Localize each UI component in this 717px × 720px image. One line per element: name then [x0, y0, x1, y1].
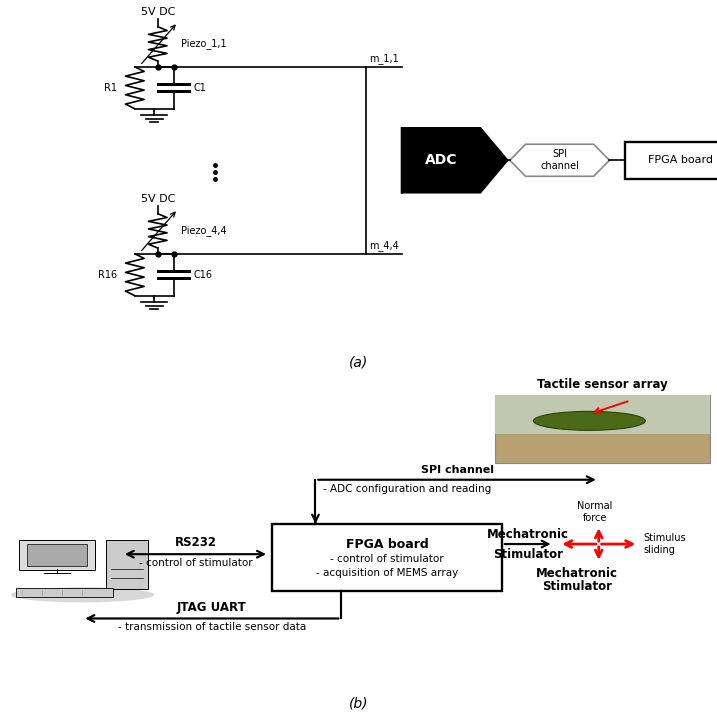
Text: m_1,1: m_1,1: [369, 53, 399, 64]
FancyBboxPatch shape: [495, 395, 710, 434]
Text: FPGA board: FPGA board: [648, 156, 713, 166]
FancyBboxPatch shape: [16, 588, 113, 597]
Ellipse shape: [11, 588, 154, 603]
Text: R1: R1: [104, 83, 117, 93]
Text: (a): (a): [349, 356, 368, 369]
Text: Mechatronic: Mechatronic: [487, 528, 569, 541]
Text: FPGA board: FPGA board: [346, 539, 429, 552]
Text: Stimulus
sliding: Stimulus sliding: [644, 534, 686, 555]
Ellipse shape: [533, 411, 645, 431]
Text: - ADC configuration and reading: - ADC configuration and reading: [323, 484, 491, 494]
Polygon shape: [402, 128, 508, 193]
Text: JTAG UART: JTAG UART: [177, 601, 247, 614]
FancyBboxPatch shape: [106, 540, 148, 589]
Text: ADC: ADC: [424, 153, 457, 167]
Text: - control of stimulator: - control of stimulator: [331, 554, 444, 564]
Text: SPI channel: SPI channel: [421, 464, 493, 474]
FancyBboxPatch shape: [625, 142, 717, 179]
Text: 5V DC: 5V DC: [141, 7, 175, 17]
Text: RS232: RS232: [174, 536, 217, 549]
Text: C16: C16: [194, 270, 212, 280]
Polygon shape: [510, 144, 609, 176]
Text: Normal
force: Normal force: [577, 501, 613, 523]
Text: Tactile sensor array: Tactile sensor array: [537, 378, 668, 391]
Text: SPI
channel: SPI channel: [540, 150, 579, 171]
Text: m_4,4: m_4,4: [369, 240, 399, 251]
Text: - control of stimulator: - control of stimulator: [138, 558, 252, 568]
FancyBboxPatch shape: [27, 544, 87, 566]
FancyBboxPatch shape: [19, 539, 95, 570]
Text: C1: C1: [194, 83, 206, 93]
Text: - acquisition of MEMS array: - acquisition of MEMS array: [316, 568, 458, 577]
Text: Piezo_4,4: Piezo_4,4: [181, 225, 227, 236]
Text: - transmission of tactile sensor data: - transmission of tactile sensor data: [118, 622, 306, 632]
Text: Mechatronic: Mechatronic: [536, 567, 618, 580]
Text: Piezo_1,1: Piezo_1,1: [181, 38, 227, 50]
Text: Stimulator: Stimulator: [542, 580, 612, 593]
FancyBboxPatch shape: [495, 395, 710, 463]
Text: Stimulator: Stimulator: [493, 548, 563, 561]
Text: (b): (b): [348, 696, 369, 710]
Text: R16: R16: [98, 270, 117, 280]
FancyBboxPatch shape: [272, 523, 502, 591]
Text: 5V DC: 5V DC: [141, 194, 175, 204]
